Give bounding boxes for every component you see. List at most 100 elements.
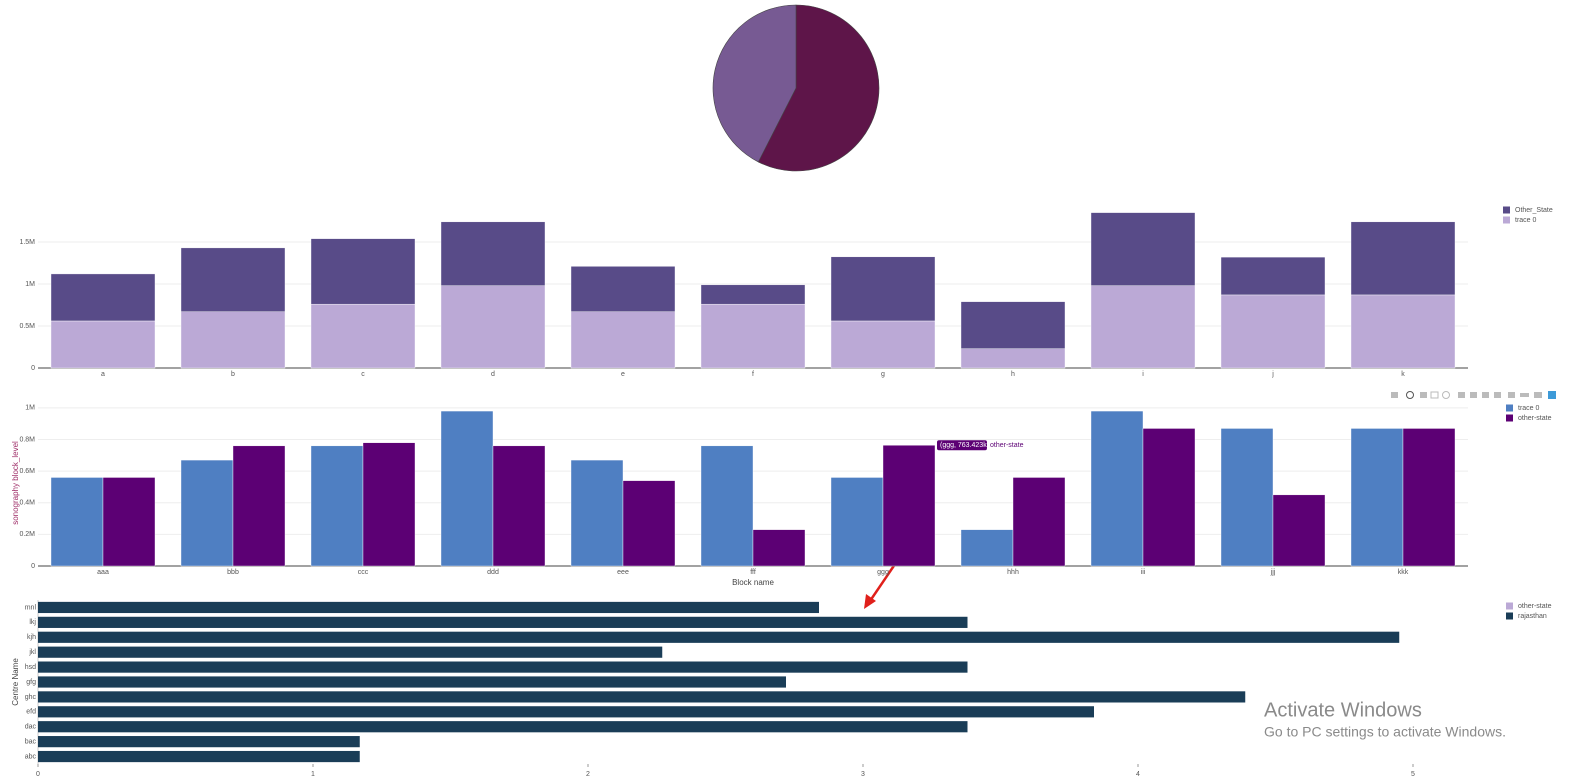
bar xyxy=(1142,428,1196,567)
x-axis-title: Block name xyxy=(732,578,774,587)
x-tick-label: h xyxy=(1011,371,1015,378)
x-tick-label: g xyxy=(881,371,885,378)
x-tick-label: a xyxy=(101,371,105,378)
bar xyxy=(180,247,286,312)
modebar-icon[interactable] xyxy=(1406,391,1414,399)
modebar-icon[interactable] xyxy=(1470,392,1477,398)
y-tick-label: lkj xyxy=(29,619,36,626)
modebar-icon[interactable] xyxy=(1482,392,1489,398)
x-tick-label: 3 xyxy=(861,771,865,776)
bar xyxy=(38,616,968,628)
modebar-icon[interactable] xyxy=(1442,391,1450,399)
y-tick-label: abc xyxy=(25,753,37,760)
bar xyxy=(1090,410,1144,567)
bar xyxy=(1350,428,1404,567)
modebar xyxy=(1391,391,1556,399)
bar xyxy=(700,303,806,369)
x-tick-label: c xyxy=(361,371,365,378)
y-tick-label: ghc xyxy=(25,694,37,701)
y-tick-label: bac xyxy=(25,738,37,745)
legend-swatch xyxy=(1506,602,1513,610)
bar xyxy=(38,601,819,614)
y-tick-label: 1M xyxy=(25,281,35,288)
x-tick-label: d xyxy=(491,371,495,378)
modebar-icon[interactable] xyxy=(1430,391,1439,399)
bar xyxy=(1012,477,1066,567)
modebar-icon[interactable] xyxy=(1520,393,1529,397)
bar xyxy=(1272,494,1326,567)
bar xyxy=(830,320,936,369)
pie-slice xyxy=(757,4,880,172)
legend-label: rajasthan xyxy=(1518,613,1547,620)
y-tick-label: kjh xyxy=(27,634,36,641)
bar xyxy=(570,311,676,369)
bar xyxy=(38,646,663,658)
bar xyxy=(38,736,360,748)
x-tick-label: hhh xyxy=(1007,569,1019,576)
x-tick-label: aaa xyxy=(97,569,109,576)
x-tick-label: i xyxy=(1142,371,1144,378)
y-tick-label: gfg xyxy=(26,679,36,686)
legend-swatch xyxy=(1503,216,1510,224)
bar xyxy=(180,459,234,567)
tooltip-series: other-state xyxy=(990,442,1024,449)
bar xyxy=(960,301,1066,349)
x-tick-label: bbb xyxy=(227,569,239,576)
y-tick-label: 0.8M xyxy=(19,436,35,443)
bar xyxy=(440,410,494,567)
tooltip-box xyxy=(937,440,987,451)
y-axis-title: sonography block_level xyxy=(11,441,20,525)
y-tick-label: 0.4M xyxy=(19,500,35,507)
bar xyxy=(1220,294,1326,369)
x-tick-label: b xyxy=(231,371,235,378)
legend-swatch xyxy=(1506,414,1513,422)
x-tick-label: f xyxy=(752,371,754,378)
x-tick-label: 5 xyxy=(1411,771,1415,776)
legend-label: trace 0 xyxy=(1515,217,1537,224)
modebar-icon[interactable] xyxy=(1420,392,1427,398)
legend-label: Other_State xyxy=(1515,207,1553,214)
bar xyxy=(700,445,754,567)
y-tick-label: efd xyxy=(26,709,36,716)
y-tick-label: hsd xyxy=(25,664,36,671)
bar xyxy=(102,477,156,567)
legend-swatch xyxy=(1506,612,1513,620)
x-tick-label: 1 xyxy=(311,771,315,776)
modebar-icon[interactable] xyxy=(1508,392,1515,398)
x-tick-label: ccc xyxy=(358,569,369,576)
bar xyxy=(570,266,676,312)
legend-swatch xyxy=(1506,404,1513,412)
y-tick-label: 0 xyxy=(31,563,35,570)
y-tick-label: dac xyxy=(25,724,37,731)
bar xyxy=(310,303,416,369)
bar xyxy=(1402,428,1456,567)
bar xyxy=(310,238,416,305)
y-tick-label: 0.6M xyxy=(19,468,35,475)
bar xyxy=(1090,285,1196,369)
x-tick-label: e xyxy=(621,371,625,378)
bar xyxy=(50,273,156,322)
modebar-icon[interactable] xyxy=(1391,392,1398,398)
bar xyxy=(310,445,364,567)
bar xyxy=(362,442,416,567)
modebar-icon[interactable] xyxy=(1494,392,1501,398)
modebar-icon[interactable] xyxy=(1458,392,1465,398)
y-tick-label: 1M xyxy=(25,405,35,412)
bar xyxy=(50,477,104,567)
pie-slice xyxy=(712,4,797,163)
x-tick-label: j xyxy=(1271,371,1274,378)
watermark-subtitle: Go to PC settings to activate Windows. xyxy=(1264,724,1506,740)
bar xyxy=(1220,256,1326,296)
bar xyxy=(232,445,286,567)
x-tick-label: eee xyxy=(617,569,629,576)
y-tick-label: mnl xyxy=(25,604,37,611)
modebar-icon[interactable] xyxy=(1534,392,1542,398)
legend-label: other-state xyxy=(1518,603,1552,610)
legend-label: other-state xyxy=(1518,415,1552,422)
x-tick-label: k xyxy=(1401,371,1405,378)
y-tick-label: 0.5M xyxy=(19,323,35,330)
modebar-icon[interactable] xyxy=(1548,391,1556,399)
x-tick-label: ggg xyxy=(877,569,889,576)
